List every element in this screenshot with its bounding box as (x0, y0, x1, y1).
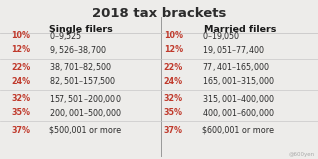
Text: $157,501–$200,000: $157,501–$200,000 (49, 93, 122, 105)
Text: 24%: 24% (164, 77, 183, 86)
Text: $82,501–$157,500: $82,501–$157,500 (49, 75, 117, 87)
Text: 22%: 22% (164, 63, 183, 72)
Text: 32%: 32% (11, 94, 30, 103)
Text: 12%: 12% (11, 45, 30, 54)
Text: 35%: 35% (11, 108, 30, 117)
Text: 2018 tax brackets: 2018 tax brackets (92, 7, 226, 20)
Text: $200,001–$500,000: $200,001–$500,000 (49, 107, 122, 119)
Text: $315,001–$400,000: $315,001–$400,000 (202, 93, 275, 105)
Text: Married filers: Married filers (204, 25, 276, 34)
Text: @600yen: @600yen (289, 152, 315, 157)
Text: 32%: 32% (164, 94, 183, 103)
Text: $19,051–$77,400: $19,051–$77,400 (202, 44, 265, 56)
Text: $38,701–$82,500: $38,701–$82,500 (49, 61, 112, 73)
Text: $0–$9,525: $0–$9,525 (49, 30, 83, 42)
Text: 35%: 35% (164, 108, 183, 117)
Text: $500,001 or more: $500,001 or more (49, 126, 121, 135)
Text: 10%: 10% (11, 31, 30, 40)
Text: $9,526–$38,700: $9,526–$38,700 (49, 44, 107, 56)
Text: 37%: 37% (164, 126, 183, 135)
Text: 10%: 10% (164, 31, 183, 40)
Text: 37%: 37% (11, 126, 30, 135)
Text: $165,001–$315,000: $165,001–$315,000 (202, 75, 275, 87)
Text: Single filers: Single filers (49, 25, 113, 34)
Text: $0–$19,050: $0–$19,050 (202, 30, 240, 42)
Text: 22%: 22% (11, 63, 31, 72)
Text: 12%: 12% (164, 45, 183, 54)
Text: $77,401–$165,000: $77,401–$165,000 (202, 61, 270, 73)
Text: 24%: 24% (11, 77, 30, 86)
Text: $600,001 or more: $600,001 or more (202, 126, 274, 135)
Text: $400,001–$600,000: $400,001–$600,000 (202, 107, 275, 119)
